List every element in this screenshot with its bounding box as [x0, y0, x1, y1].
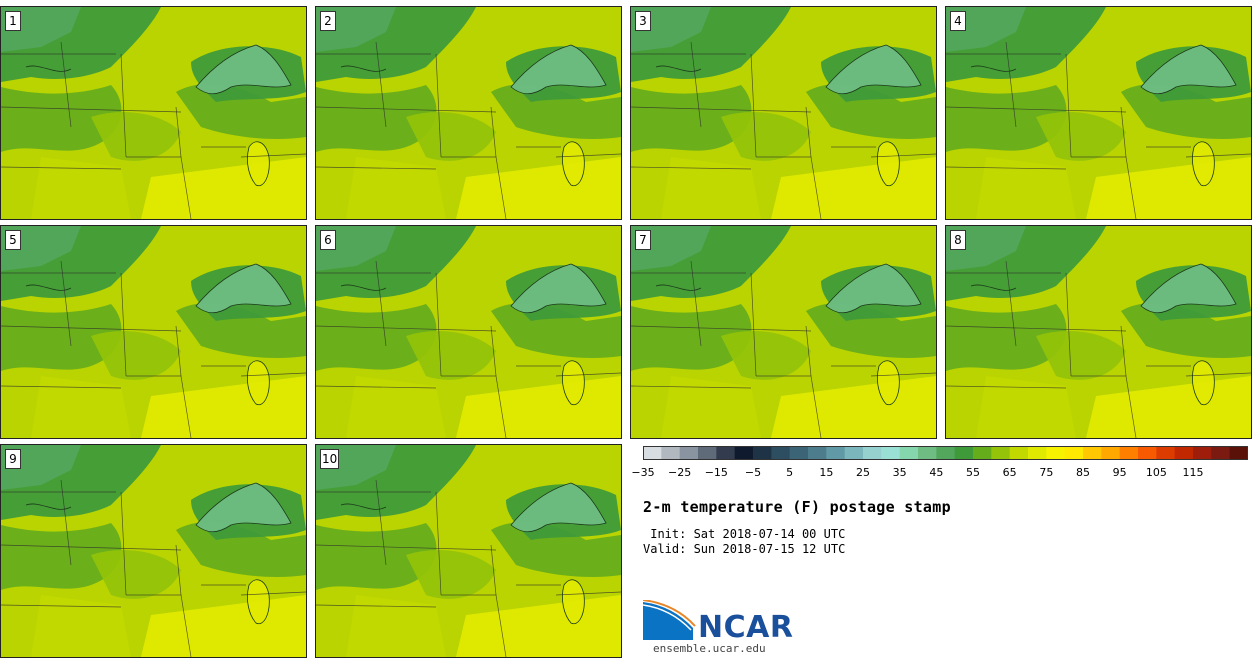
colorbar-swatch [826, 446, 846, 460]
member-label: 3 [635, 11, 651, 31]
colorbar-tick-label: 85 [1076, 466, 1090, 479]
colorbar-swatch [1174, 446, 1194, 460]
colorbar-tick-label: −5 [744, 466, 762, 479]
valid-time: Valid: Sun 2018-07-15 12 UTC [643, 542, 846, 556]
ncar-logo-icon [643, 600, 696, 640]
colorbar-tick-label: 35 [892, 466, 907, 479]
colorbar-swatch [1101, 446, 1121, 460]
colorbar-tick-label: 45 [929, 466, 944, 479]
member-label: 8 [950, 230, 966, 250]
colorbar-swatch [881, 446, 901, 460]
colorbar-tick-label: 65 [1002, 466, 1017, 479]
colorbar-swatch [808, 446, 827, 460]
temperature-map [946, 7, 1251, 219]
colorbar-tick-label: 25 [856, 466, 870, 479]
temperature-map [316, 445, 621, 657]
colorbar-swatch [789, 446, 809, 460]
member-panel-5: 5 [0, 225, 307, 439]
colorbar-swatch [679, 446, 699, 460]
member-label: 4 [950, 11, 966, 31]
colorbar-swatch [1193, 446, 1212, 460]
member-panel-2: 2 [315, 6, 622, 220]
member-label: 10 [320, 449, 340, 469]
chart-title: 2-m temperature (F) postage stamp [643, 498, 951, 516]
site-url: ensemble.ucar.edu [653, 642, 766, 655]
colorbar-swatch [643, 446, 662, 460]
colorbar [643, 446, 1248, 460]
colorbar-swatch [1009, 446, 1029, 460]
member-panel-1: 1 [0, 6, 307, 220]
colorbar-swatch [918, 446, 937, 460]
temperature-map [316, 226, 621, 438]
colorbar-swatch [1156, 446, 1176, 460]
colorbar-swatch [1046, 446, 1066, 460]
member-panel-4: 4 [945, 6, 1252, 220]
colorbar-tick-label: 95 [1112, 466, 1127, 479]
logo-name: NCAR [698, 610, 794, 645]
temperature-map [946, 226, 1251, 438]
temperature-map [1, 445, 306, 657]
member-panel-7: 7 [630, 225, 937, 439]
colorbar-swatch [716, 446, 736, 460]
member-panel-8: 8 [945, 225, 1252, 439]
temperature-map [1, 7, 306, 219]
colorbar-swatch [771, 446, 791, 460]
member-label: 2 [320, 11, 336, 31]
colorbar-tick-label: 55 [966, 466, 980, 479]
member-label: 7 [635, 230, 651, 250]
member-label: 9 [5, 449, 21, 469]
colorbar-tick-label: −35 [631, 466, 655, 479]
colorbar-swatch [1083, 446, 1102, 460]
colorbar-tick-label: 5 [786, 466, 794, 479]
colorbar-swatch [698, 446, 717, 460]
temperature-map [316, 7, 621, 219]
colorbar-tick-label: 115 [1182, 466, 1204, 479]
colorbar-swatch [863, 446, 882, 460]
member-panel-9: 9 [0, 444, 307, 658]
colorbar-swatch [734, 446, 754, 460]
colorbar-swatch [753, 446, 772, 460]
colorbar-swatch [936, 446, 956, 460]
member-label: 1 [5, 11, 21, 31]
colorbar-swatch [1028, 446, 1047, 460]
colorbar-swatch [899, 446, 919, 460]
colorbar-tick-label: 15 [819, 466, 834, 479]
colorbar-swatch [844, 446, 864, 460]
member-panel-6: 6 [315, 225, 622, 439]
colorbar-swatch [661, 446, 681, 460]
colorbar-ticks: −35 −25 −15 −5 5 15 25 35 45 55 65 75 85 95 105 115 [631, 466, 1260, 482]
colorbar-tick-label: −25 [668, 466, 692, 479]
member-panel-10: 10 [315, 444, 622, 658]
colorbar-tick-label: −15 [704, 466, 728, 479]
colorbar-tick-label: 75 [1039, 466, 1054, 479]
member-label: 6 [320, 230, 336, 250]
colorbar-swatch [1229, 446, 1248, 460]
colorbar-swatch [991, 446, 1011, 460]
temperature-map [631, 7, 936, 219]
init-time: Init: Sat 2018-07-14 00 UTC [643, 527, 846, 541]
colorbar-swatch [973, 446, 992, 460]
colorbar-swatch [1138, 446, 1157, 460]
temperature-map [1, 226, 306, 438]
member-label: 5 [5, 230, 21, 250]
colorbar-swatch [1119, 446, 1139, 460]
colorbar-swatch [1064, 446, 1084, 460]
temperature-map [631, 226, 936, 438]
colorbar-swatch [954, 446, 974, 460]
colorbar-tick-label: 105 [1145, 466, 1167, 479]
member-panel-3: 3 [630, 6, 937, 220]
colorbar-swatch [1211, 446, 1231, 460]
